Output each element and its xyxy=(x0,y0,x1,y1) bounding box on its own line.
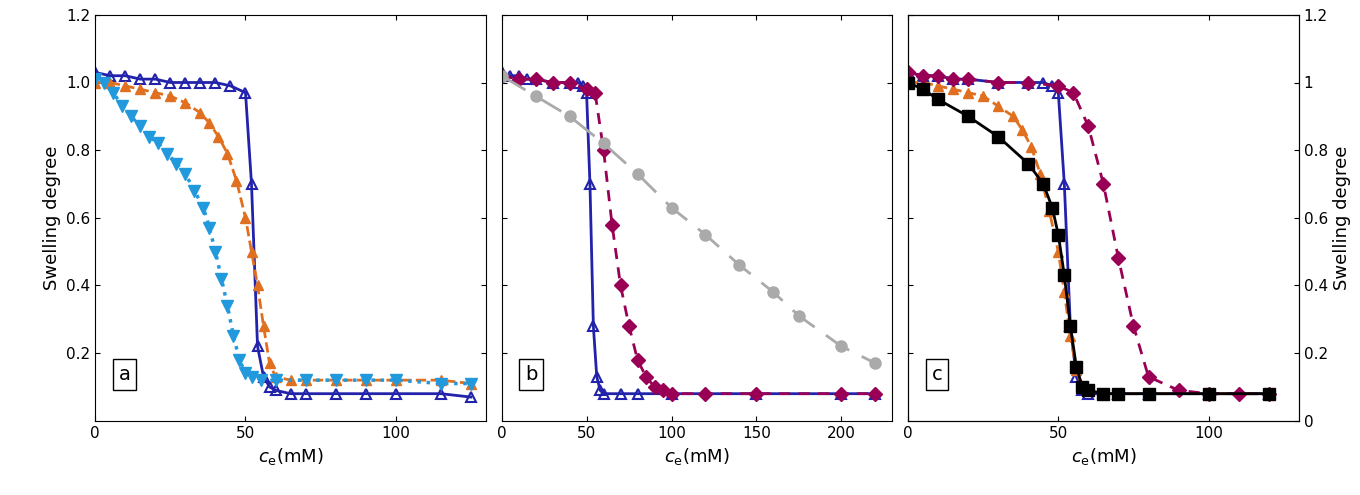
Text: a: a xyxy=(118,365,131,384)
X-axis label: $c_\mathrm{e}$(mM): $c_\mathrm{e}$(mM) xyxy=(664,446,730,467)
Y-axis label: Swelling degree: Swelling degree xyxy=(1333,146,1352,290)
X-axis label: $c_\mathrm{e}$(mM): $c_\mathrm{e}$(mM) xyxy=(258,446,324,467)
Text: b: b xyxy=(525,365,537,384)
X-axis label: $c_\mathrm{e}$(mM): $c_\mathrm{e}$(mM) xyxy=(1070,446,1136,467)
Y-axis label: Swelling degree: Swelling degree xyxy=(42,146,61,290)
Text: c: c xyxy=(932,365,942,384)
